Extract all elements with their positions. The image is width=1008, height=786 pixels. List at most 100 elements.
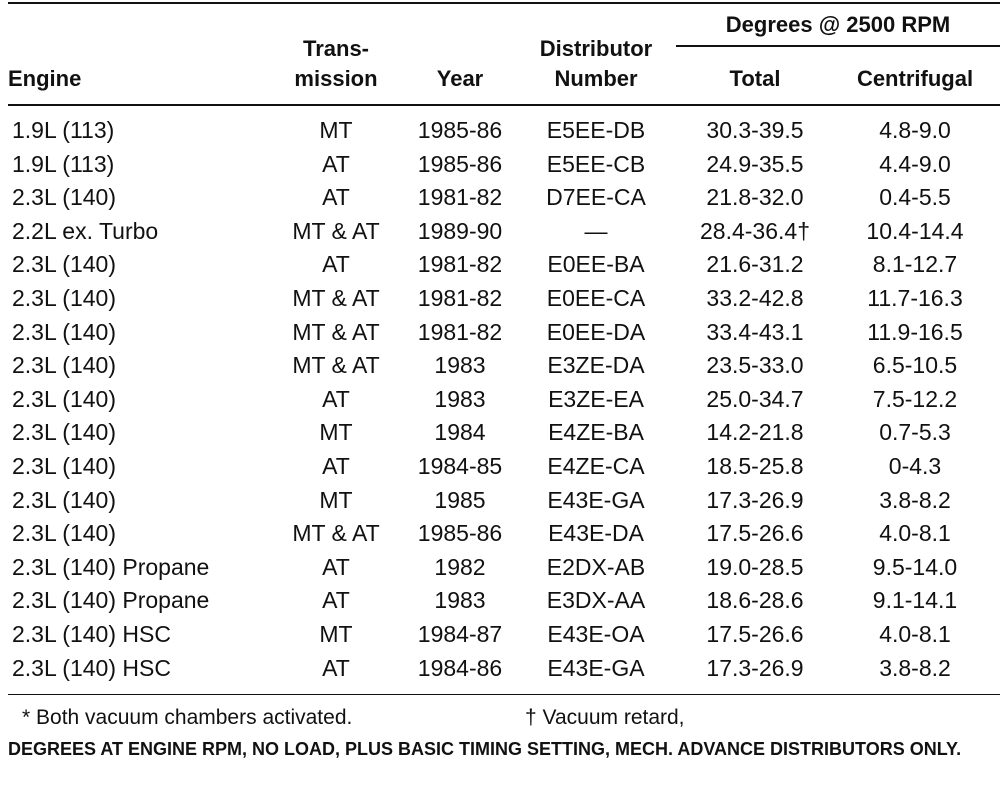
centrifugal-degrees: 0-4.3 bbox=[888, 453, 942, 479]
centrifugal-degrees: 8.1-12.7 bbox=[872, 251, 958, 278]
centrifugal-degrees: 4.8-9.0 bbox=[879, 117, 951, 143]
year: 1983 bbox=[434, 385, 486, 412]
centrifugal-degrees: 4.0-8.1 bbox=[879, 621, 951, 647]
engine: 2.3L (140) bbox=[12, 251, 116, 278]
distributor-number: E3ZE-DA bbox=[547, 352, 645, 379]
centrifugal-degrees: 9.1-14.1 bbox=[872, 587, 958, 614]
distributor-number: D7EE-CA bbox=[546, 184, 646, 211]
distributor-number: E43E-GA bbox=[547, 654, 645, 681]
header-distributor: Distributor bbox=[539, 36, 653, 61]
header-transmission: Trans- bbox=[302, 36, 370, 61]
engine: 2.3L (140) bbox=[12, 520, 116, 547]
transmission: AT bbox=[322, 654, 350, 681]
year: 1983 bbox=[434, 587, 486, 614]
centrifugal-degrees: 11.7-16.3 bbox=[867, 285, 963, 311]
engine: 2.3L (140) HSC bbox=[12, 621, 171, 647]
transmission: MT & AT bbox=[292, 352, 380, 379]
distributor-number: E4ZE-BA bbox=[548, 419, 644, 446]
total-degrees: 24.9-35.5 bbox=[706, 150, 804, 177]
total-degrees: 18.6-28.6 bbox=[706, 587, 804, 614]
centrifugal-degrees: 4.0-8.1 bbox=[879, 520, 951, 547]
total-degrees: 21.6-31.2 bbox=[706, 251, 804, 278]
year: 1989-90 bbox=[417, 217, 503, 244]
total-degrees: 18.5-25.8 bbox=[706, 453, 804, 479]
transmission: MT bbox=[319, 621, 353, 647]
footnote: † Vacuum retard, bbox=[525, 706, 685, 729]
transmission: AT bbox=[322, 553, 350, 580]
centrifugal-degrees: 9.5-14.0 bbox=[872, 553, 958, 580]
total-degrees: 19.0-28.5 bbox=[706, 553, 804, 580]
transmission: AT bbox=[322, 251, 350, 278]
transmission: AT bbox=[322, 150, 350, 177]
transmission: MT bbox=[319, 117, 353, 143]
transmission: AT bbox=[322, 587, 350, 614]
footnote: DEGREES AT ENGINE RPM, NO LOAD, PLUS BAS… bbox=[8, 739, 962, 759]
header-engine: Engine bbox=[8, 66, 82, 91]
total-degrees: 17.3-26.9 bbox=[706, 654, 804, 681]
engine: 2.3L (140) HSC bbox=[12, 654, 171, 681]
year: 1984-87 bbox=[417, 621, 503, 647]
year: 1981-82 bbox=[417, 285, 503, 311]
total-degrees: 33.4-43.1 bbox=[706, 318, 804, 345]
total-degrees: 21.8-32.0 bbox=[706, 184, 804, 211]
year: 1981-82 bbox=[417, 318, 503, 345]
top-rule bbox=[8, 2, 1000, 4]
distributor-number: E2DX-AB bbox=[546, 553, 646, 580]
centrifugal-degrees: 0.4-5.5 bbox=[879, 184, 951, 211]
year: 1981-82 bbox=[417, 184, 503, 211]
distributor-number: E5EE-CB bbox=[546, 150, 646, 177]
year: 1981-82 bbox=[417, 251, 503, 278]
distributor-number: E0EE-BA bbox=[547, 251, 645, 278]
engine: 1.9L (113) bbox=[12, 117, 115, 143]
centrifugal-degrees: 10.4-14.4 bbox=[866, 217, 964, 244]
centrifugal-degrees: 3.8-8.2 bbox=[879, 654, 951, 681]
engine: 1.9L (113) bbox=[12, 150, 115, 177]
transmission: MT bbox=[319, 419, 353, 446]
centrifugal-degrees: 11.9-16.5 bbox=[867, 318, 963, 345]
engine: 2.3L (140) Propane bbox=[12, 553, 210, 580]
transmission: MT bbox=[319, 486, 353, 513]
year: 1985 bbox=[434, 486, 486, 513]
group-header: Degrees @ 2500 RPM bbox=[725, 12, 951, 37]
year: 1982 bbox=[434, 553, 486, 580]
centrifugal-degrees: 7.5-12.2 bbox=[872, 385, 958, 412]
header-total: Total bbox=[729, 66, 781, 91]
transmission: MT & AT bbox=[292, 520, 380, 547]
year: 1985-86 bbox=[417, 520, 503, 547]
header-distributor: Number bbox=[554, 66, 638, 91]
engine: 2.3L (140) bbox=[12, 453, 116, 479]
engine: 2.3L (140) bbox=[12, 385, 116, 412]
total-degrees: 17.5-26.6 bbox=[706, 621, 804, 647]
distributor-number: E5EE-DB bbox=[546, 117, 646, 143]
header-rule bbox=[8, 104, 1000, 106]
transmission: AT bbox=[322, 453, 350, 479]
distributor-number: E43E-OA bbox=[547, 621, 645, 647]
distributor-number: E43E-DA bbox=[548, 520, 644, 547]
centrifugal-degrees: 6.5-10.5 bbox=[872, 352, 958, 379]
year: 1984-85 bbox=[417, 453, 503, 479]
transmission: MT & AT bbox=[292, 217, 380, 244]
transmission: AT bbox=[322, 184, 350, 211]
engine: 2.3L (140) bbox=[12, 285, 116, 311]
total-degrees: 33.2-42.8 bbox=[706, 285, 804, 311]
total-degrees: 14.2-21.8 bbox=[706, 419, 804, 446]
header-centrifugal: Centrifugal bbox=[856, 66, 974, 91]
bottom-rule bbox=[8, 694, 1000, 695]
distributor-number: E3DX-AA bbox=[546, 587, 646, 614]
total-degrees: 23.5-33.0 bbox=[706, 352, 804, 379]
engine: 2.3L (140) bbox=[12, 318, 116, 345]
year: 1984 bbox=[434, 419, 486, 446]
footnote: * Both vacuum chambers activated. bbox=[22, 706, 353, 729]
group-rule bbox=[676, 45, 1000, 47]
year: 1985-86 bbox=[417, 117, 503, 143]
distributor-number: — bbox=[584, 217, 608, 244]
centrifugal-degrees: 4.4-9.0 bbox=[879, 150, 951, 177]
transmission: MT & AT bbox=[292, 285, 380, 311]
centrifugal-degrees: 0.7-5.3 bbox=[879, 419, 951, 446]
engine: 2.3L (140) bbox=[12, 184, 116, 211]
distributor-number: E0EE-CA bbox=[546, 285, 646, 311]
distributor-number: E4ZE-CA bbox=[547, 453, 645, 479]
distributor-number: E0EE-DA bbox=[546, 318, 646, 345]
transmission: AT bbox=[322, 385, 350, 412]
